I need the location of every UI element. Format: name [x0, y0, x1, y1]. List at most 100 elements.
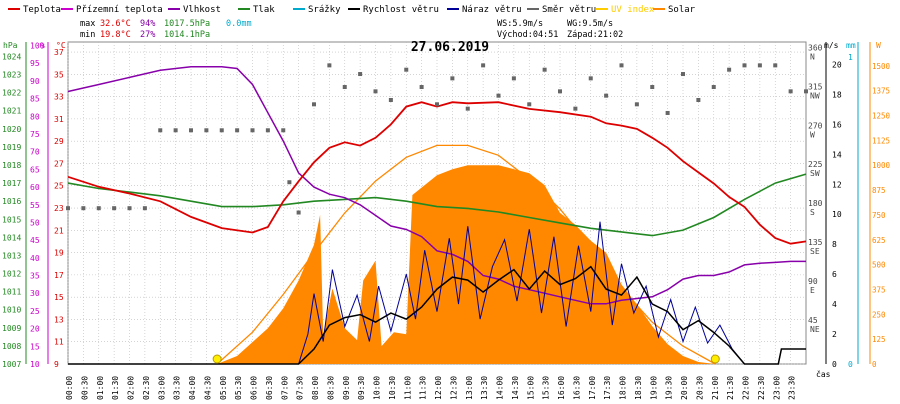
x-tick-label: 05:00 — [219, 376, 228, 400]
stat-min-hum: 27% — [140, 30, 155, 40]
wind-dir-point — [142, 206, 147, 211]
wind-dir-point — [681, 72, 685, 77]
axis-tick-c: 37 — [54, 48, 64, 57]
x-tick-label: 14:30 — [511, 376, 520, 400]
legend-label: Tlak — [253, 5, 275, 15]
x-tick-label: 01:30 — [111, 376, 120, 400]
axis-tick-pct: 75 — [30, 130, 40, 139]
axis-tick-pct: 100 — [30, 42, 45, 51]
wind-dir-point — [81, 206, 86, 211]
axis-tick-dir-lbl: E — [810, 286, 815, 295]
wind-dir-point — [127, 206, 132, 211]
x-tick-label: 22:30 — [757, 376, 766, 400]
axis-tick-hpa: 1010 — [2, 306, 21, 315]
wind-dir-point — [650, 85, 655, 90]
uv-marker — [212, 354, 222, 364]
axis-tick-dir-lbl: SE — [810, 247, 820, 256]
wind-dir-point — [204, 128, 209, 133]
axis-tick-w: 0 — [872, 360, 877, 369]
wind-dir-point — [358, 72, 363, 77]
axis-unit-w: W — [876, 41, 881, 50]
x-tick-label: 04:00 — [188, 376, 197, 400]
axis-tick-c: 9 — [54, 360, 59, 369]
axis-tick-w: 1125 — [872, 136, 890, 145]
axis-tick-c: 33 — [54, 93, 64, 102]
stat-max-temp: 32.6°C — [100, 19, 131, 29]
axis-tick-pct: 45 — [30, 236, 40, 245]
series-wind-gust — [68, 221, 806, 365]
axis-tick-pct: 65 — [30, 165, 40, 174]
x-tick-label: 13:30 — [480, 376, 489, 400]
x-tick-label: 07:30 — [296, 376, 305, 400]
axis-tick-pct: 40 — [30, 254, 40, 263]
wind-dir-point — [235, 128, 240, 133]
wind-dir-point — [250, 128, 255, 133]
series-wind-direction — [66, 63, 808, 215]
axis-tick-dir-lbl: S — [810, 208, 815, 217]
x-tick-label: 04:30 — [203, 376, 212, 400]
x-tick-label: 20:00 — [680, 376, 689, 400]
stat-max-rain: 0.0mm — [226, 19, 252, 29]
x-tick-label: 23:30 — [788, 376, 797, 400]
axis-tick-c: 27 — [54, 159, 64, 168]
x-tick-label: 11:00 — [403, 376, 412, 400]
legend-label: Solar — [668, 5, 696, 15]
x-tick-label: 08:30 — [326, 376, 335, 400]
axis-tick-dir-lbl: N — [810, 52, 815, 61]
x-tick-label: 19:30 — [665, 376, 674, 400]
axis-tick-hpa: 1008 — [2, 342, 21, 351]
axis-tick-mm: 0 — [848, 360, 853, 369]
stat-min-label: min — [80, 30, 95, 40]
axis-tick-ms: 14 — [832, 150, 842, 159]
legend-label: Rychlost větru — [363, 5, 439, 15]
axis-tick-pct: 60 — [30, 183, 40, 192]
x-tick-label: 22:00 — [742, 376, 751, 400]
x-tick-label: 15:30 — [542, 376, 551, 400]
axis-tick-ms: 2 — [832, 330, 837, 339]
axis-tick-ms: 0 — [832, 360, 837, 369]
axis-tick-w: 750 — [872, 211, 886, 220]
wind-dir-point — [219, 128, 224, 133]
axis-tick-w: 625 — [872, 236, 886, 245]
axis-tick-dir-lbl: NE — [810, 325, 820, 334]
axis-tick-pct: 30 — [30, 289, 40, 298]
axis-tick-hpa: 1007 — [2, 360, 21, 369]
axis-tick-c: 29 — [54, 137, 64, 146]
axis-tick-c: 23 — [54, 204, 64, 213]
x-tick-label: 21:00 — [711, 376, 720, 400]
x-tick-label: 18:30 — [634, 376, 643, 400]
x-tick-label: 06:00 — [250, 376, 259, 400]
axis-tick-pct: 10 — [30, 360, 40, 369]
stat-max-label: max — [80, 19, 95, 29]
x-tick-label: 23:00 — [772, 376, 781, 400]
axis-tick-pct: 55 — [30, 201, 40, 210]
axis-tick-ms: 10 — [832, 210, 842, 219]
axis-tick-w: 375 — [872, 285, 886, 294]
wind-dir-point — [634, 102, 639, 107]
axis-tick-ms: 20 — [832, 60, 842, 69]
axis-tick-dir-deg: 45 — [808, 316, 818, 325]
legend-label: Vlhkost — [183, 5, 221, 15]
axis-tick-dir-deg: 180 — [808, 199, 823, 208]
x-tick-label: 05:30 — [234, 376, 243, 400]
wind-dir-point — [327, 63, 332, 68]
series-humidity — [67, 66, 806, 305]
x-tick-label: 01:00 — [96, 376, 105, 400]
axis-unit-hpa: hPa — [3, 41, 18, 50]
x-tick-label: 16:00 — [557, 376, 566, 400]
wind-dir-point — [435, 102, 439, 107]
axis-tick-ms: 8 — [832, 240, 837, 249]
wind-dir-point — [404, 67, 409, 72]
axis-tick-ms: 12 — [832, 180, 842, 189]
wind-dir-point — [112, 206, 117, 211]
axis-tick-c: 35 — [54, 70, 64, 79]
axis-tick-hpa: 1016 — [2, 197, 21, 206]
x-tick-label: 00:00 — [65, 376, 74, 400]
uv-marker — [710, 354, 720, 364]
axis-tick-pct: 85 — [30, 95, 40, 104]
axis-tick-hpa: 1014 — [2, 233, 21, 242]
axis-tick-hpa: 1020 — [2, 125, 21, 134]
legend-label: Přízemní teplota — [76, 5, 163, 15]
axis-tick-pct: 90 — [30, 77, 40, 86]
